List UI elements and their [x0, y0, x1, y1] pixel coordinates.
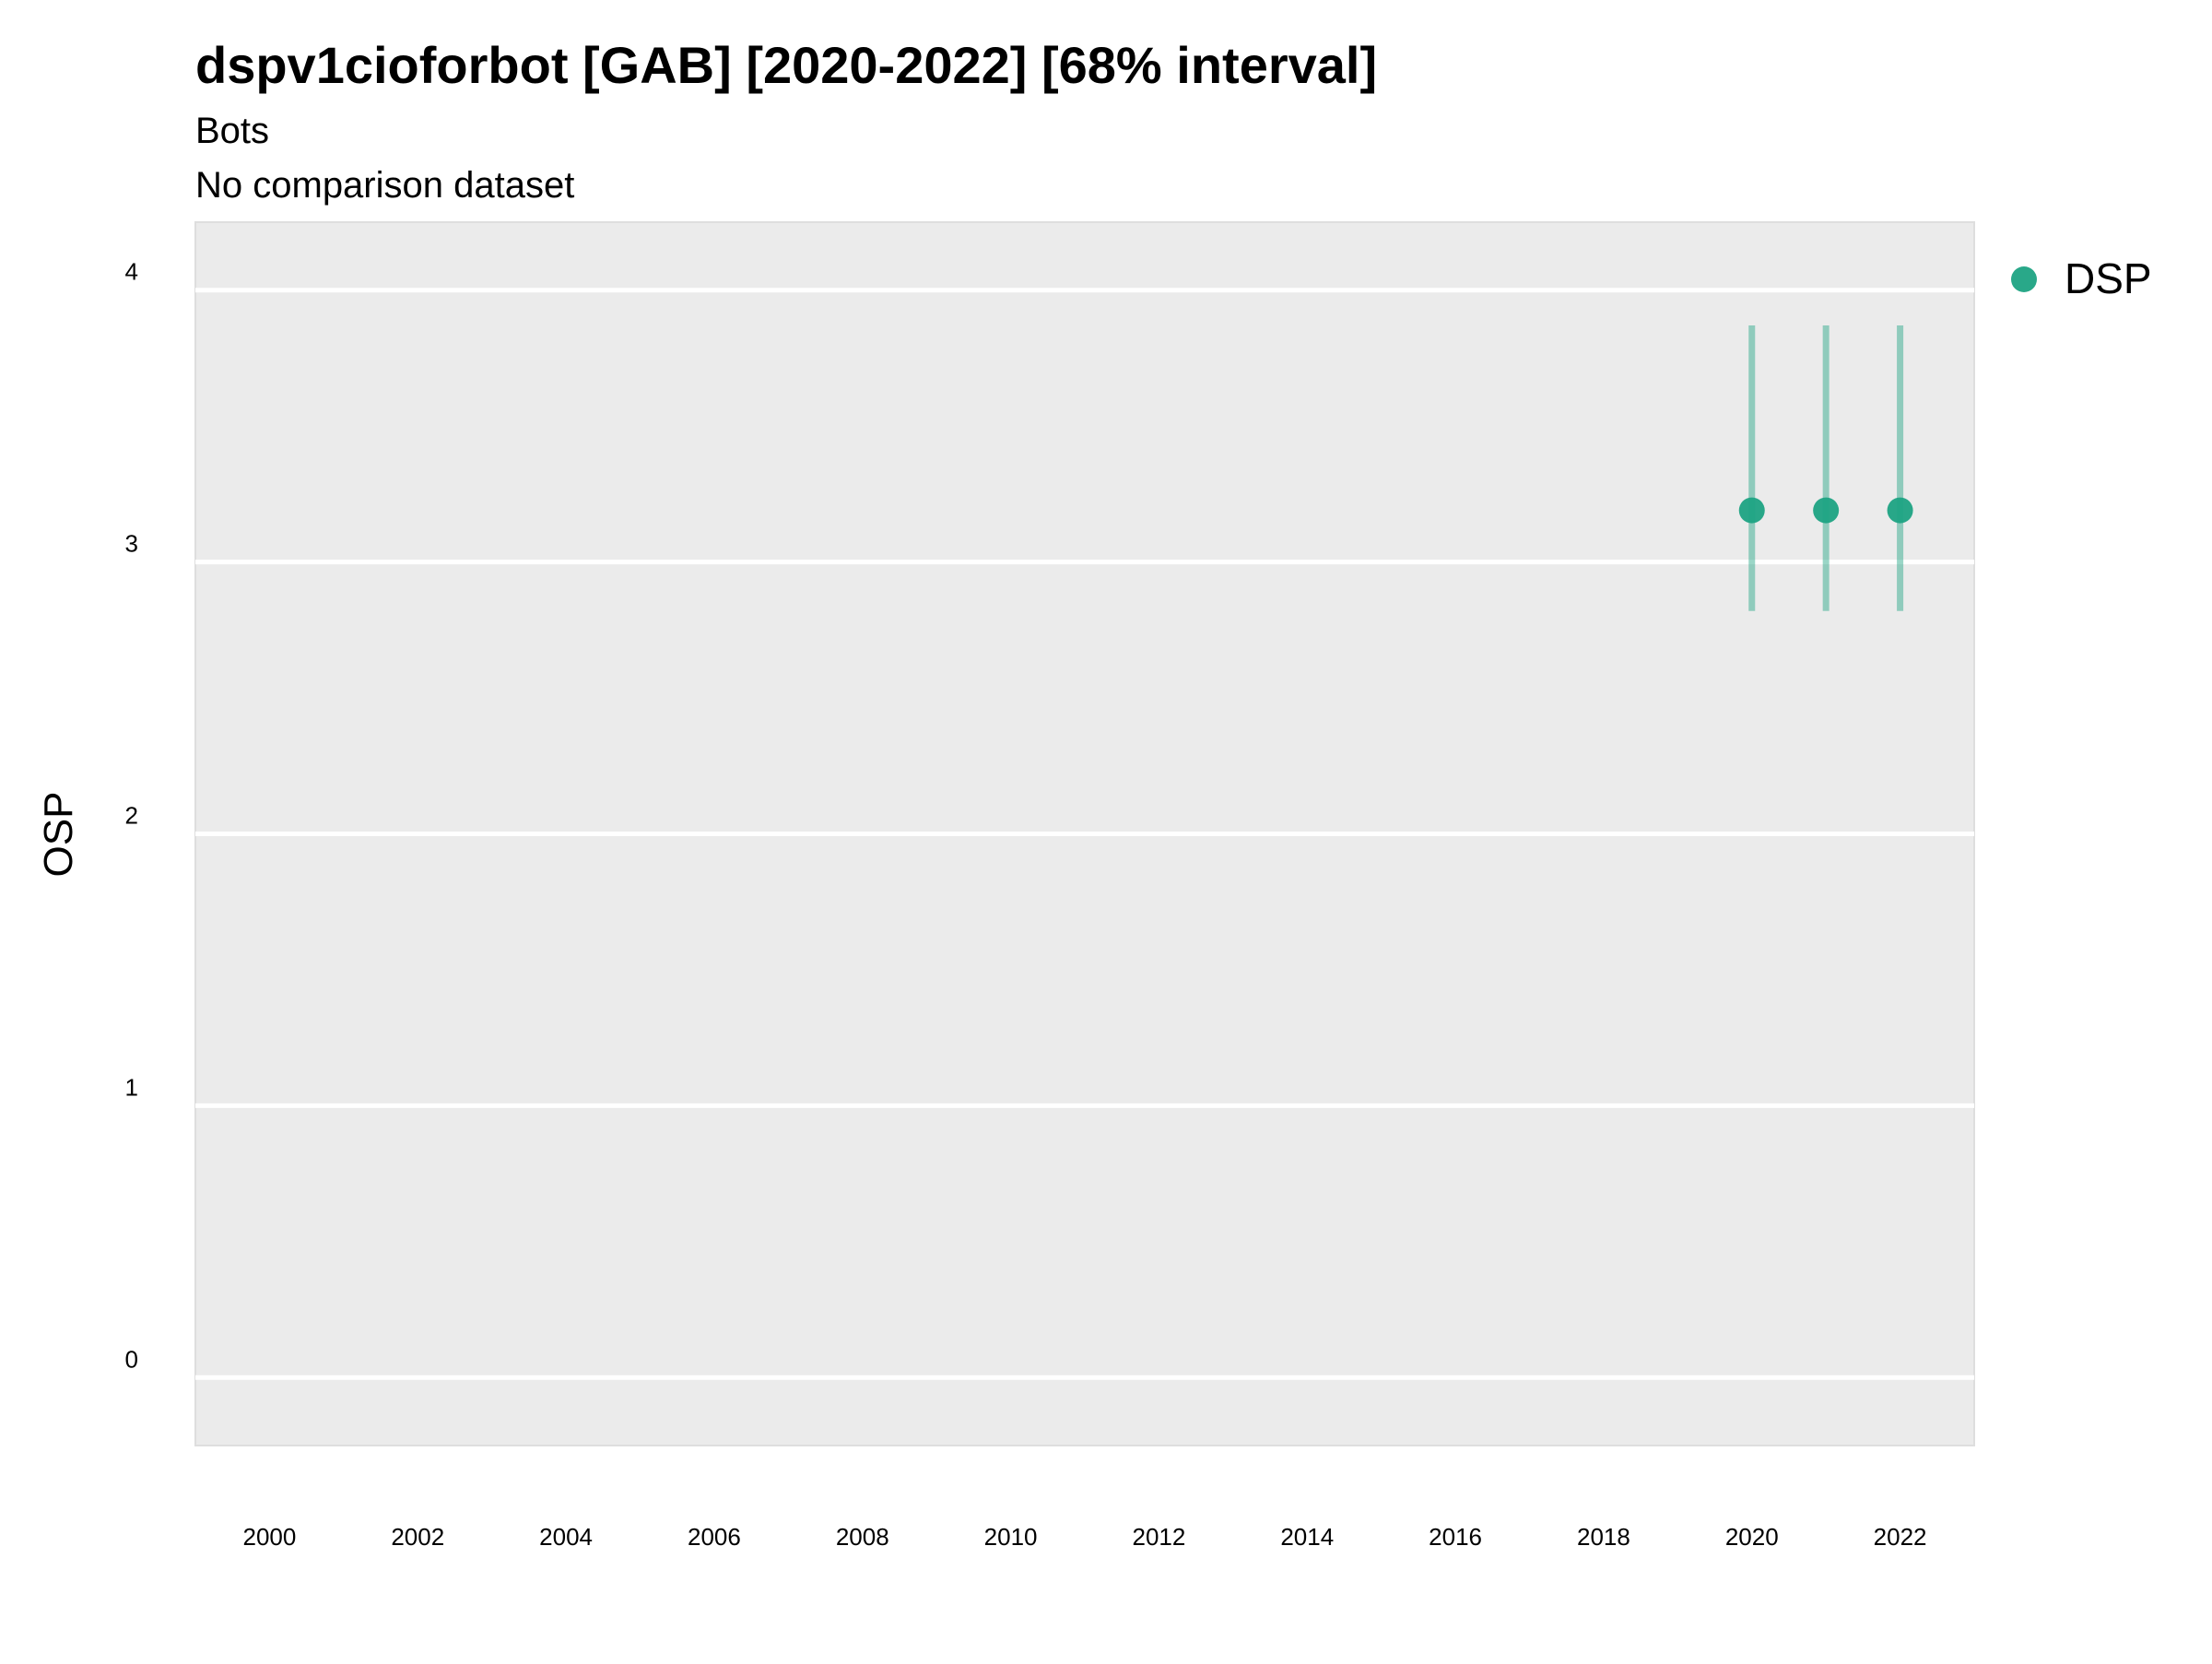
x-tick-label: 2012 — [1132, 1523, 1185, 1551]
y-tick-label: 1 — [125, 1073, 138, 1101]
legend: DSP — [2011, 254, 2152, 302]
x-tick-label: 2018 — [1577, 1523, 1630, 1551]
x-axis-ticks: 2000 2002 2004 2006 2008 2010 2012 2014 2016 2018… — [242, 1523, 1926, 1551]
data-point — [1887, 497, 1913, 524]
y-tick-label: 4 — [125, 258, 138, 286]
y-tick-label: 3 — [125, 530, 138, 558]
x-tick-label: 2022 — [1874, 1523, 1927, 1551]
gridlines — [195, 288, 1974, 1380]
error-bars — [1748, 325, 1904, 611]
x-tick-label: 2008 — [836, 1523, 889, 1551]
chart-subtitle-line-2: No comparison dataset — [195, 165, 574, 206]
chart-subtitle-line-1: Bots — [195, 111, 269, 151]
legend-marker — [2011, 266, 2037, 292]
chart-title: dspv1cioforbot [GAB] [2020-2022] [68% in… — [195, 36, 1377, 94]
x-tick-label: 2000 — [242, 1523, 296, 1551]
x-tick-label: 2016 — [1429, 1523, 1482, 1551]
x-tick-label: 2010 — [984, 1523, 1038, 1551]
x-tick-label: 2004 — [539, 1523, 593, 1551]
y-axis-ticks: 0 1 2 3 4 — [125, 258, 138, 1374]
legend-label: DSP — [2065, 254, 2152, 302]
x-tick-label: 2002 — [391, 1523, 444, 1551]
data-point — [1738, 497, 1765, 524]
x-tick-label: 2014 — [1280, 1523, 1334, 1551]
y-axis-label: OSP — [36, 792, 81, 878]
y-tick-label: 0 — [125, 1345, 138, 1373]
x-tick-label: 2006 — [688, 1523, 741, 1551]
y-tick-label: 2 — [125, 802, 138, 830]
data-point — [1813, 497, 1840, 524]
data-points — [1738, 497, 1913, 524]
x-tick-label: 2020 — [1725, 1523, 1779, 1551]
